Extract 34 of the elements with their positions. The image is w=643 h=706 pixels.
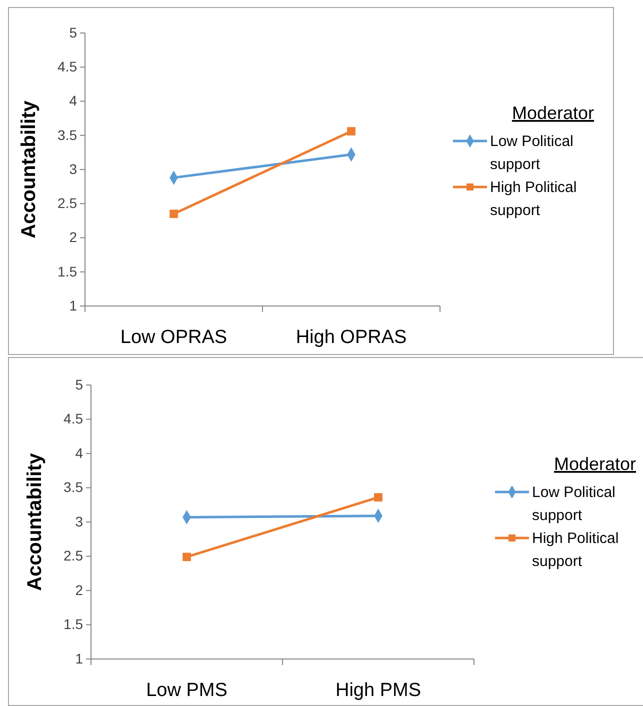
y-axis-title: Accountability xyxy=(24,452,46,591)
y-tick-label: 2 xyxy=(69,229,78,246)
x-tick-label: Low PMS xyxy=(146,680,228,701)
y-tick-label: 1.5 xyxy=(58,263,78,280)
legend-label: Low Political support xyxy=(532,484,616,524)
legend-title: Moderator xyxy=(512,103,594,123)
y-tick-label: 3.5 xyxy=(58,126,78,143)
y-tick-label: 4.5 xyxy=(64,410,84,427)
legend-title: Moderator xyxy=(554,454,636,474)
y-tick-label: 4 xyxy=(75,444,84,461)
y-tick-label: 3.5 xyxy=(64,479,84,496)
y-tick-label: 2 xyxy=(75,582,84,598)
y-tick-label: 2.5 xyxy=(64,548,84,564)
y-tick-label: 1 xyxy=(69,297,78,314)
y-tick-label: 3 xyxy=(69,160,78,177)
y-tick-label: 5 xyxy=(75,376,84,392)
legend-label: High Political support xyxy=(490,179,577,219)
legend-label: Low Political support xyxy=(490,133,574,173)
y-tick-label: 1 xyxy=(75,650,84,666)
legend-label: High Political support xyxy=(532,530,619,570)
y-axis-title: Accountability xyxy=(18,100,40,238)
y-tick-label: 1.5 xyxy=(64,616,84,632)
point xyxy=(374,493,382,502)
x-tick-label: High OPRAS xyxy=(296,327,407,348)
point xyxy=(347,127,356,136)
y-tick-label: 4.5 xyxy=(58,58,78,75)
y-tick-label: 2.5 xyxy=(58,195,78,212)
y-tick-label: 5 xyxy=(69,24,78,40)
point xyxy=(170,210,178,218)
x-tick-label: High PMS xyxy=(335,680,422,701)
x-tick-label: Low OPRAS xyxy=(120,327,228,348)
y-tick-label: 3 xyxy=(75,513,84,530)
point xyxy=(182,552,191,562)
y-tick-label: 4 xyxy=(69,92,78,109)
